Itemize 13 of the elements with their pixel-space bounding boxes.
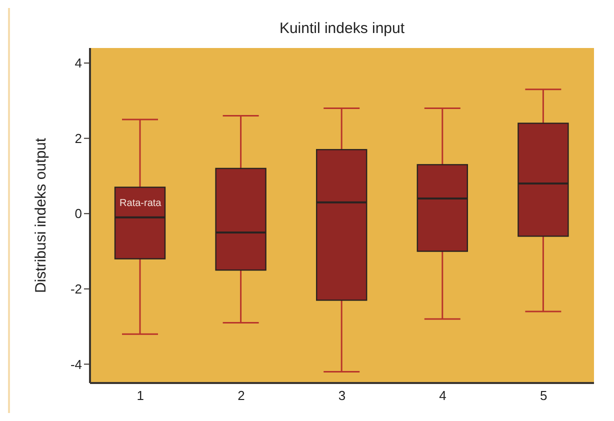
y-tick-label: 0	[74, 206, 82, 222]
y-axis-title: Distribusi indeks output	[32, 137, 50, 294]
y-tick-label: 2	[74, 130, 82, 146]
chart-title: Kuintil indeks input	[278, 20, 406, 37]
x-tick-label: 3	[338, 388, 346, 404]
x-tick-label: 5	[540, 388, 548, 404]
x-tick-label: 4	[439, 388, 446, 404]
annotation: Rata-rata	[120, 198, 162, 209]
y-tick-label: -2	[70, 282, 82, 297]
x-tick-label: 2	[238, 388, 245, 404]
y-tick-label: 4	[74, 56, 82, 71]
y-tick-label: -4	[70, 356, 82, 372]
x-tick-label: 1	[136, 388, 144, 404]
